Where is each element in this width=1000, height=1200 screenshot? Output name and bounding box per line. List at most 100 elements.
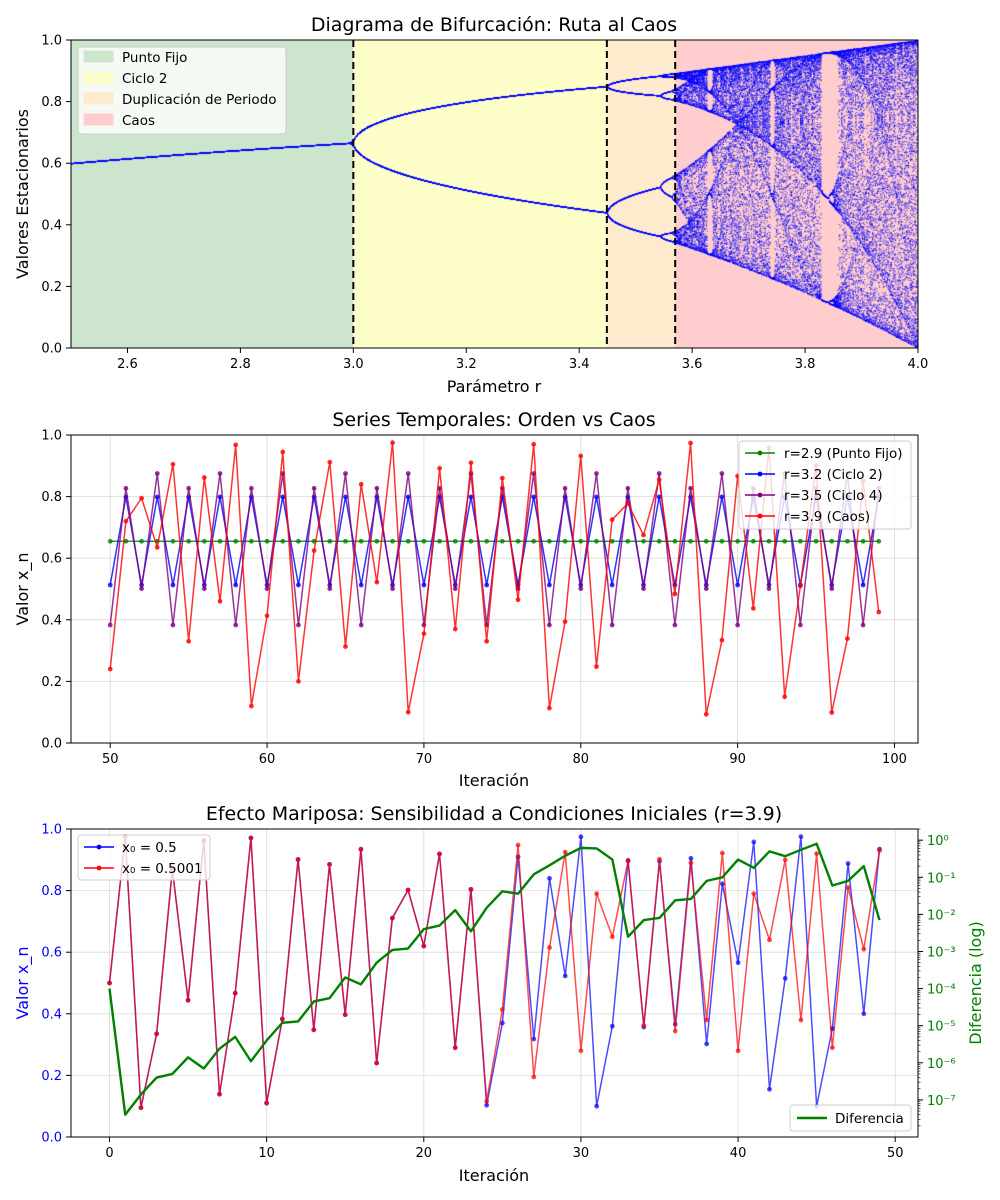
data-point xyxy=(594,471,599,476)
x-tick-label: 100 xyxy=(882,752,907,767)
data-point xyxy=(343,538,348,544)
data-point xyxy=(327,459,333,465)
data-point xyxy=(201,475,207,480)
legend-label: x₀ = 0.5 xyxy=(122,840,177,856)
data-point xyxy=(766,538,772,544)
data-point xyxy=(735,1048,741,1054)
data-point xyxy=(421,631,427,637)
data-point xyxy=(860,622,866,628)
data-point xyxy=(343,494,348,500)
legend: x₀ = 0.5 x₀ = 0.5001 xyxy=(77,834,211,881)
data-point xyxy=(546,705,552,711)
data-point xyxy=(641,1023,647,1028)
data-point xyxy=(232,990,238,996)
data-point xyxy=(829,586,835,592)
data-point xyxy=(233,538,239,544)
data-point xyxy=(123,538,129,544)
data-point xyxy=(562,973,568,979)
data-point xyxy=(248,538,254,544)
data-point xyxy=(797,538,803,544)
series-3.9 xyxy=(107,440,882,717)
data-point xyxy=(625,858,631,864)
data-point xyxy=(233,582,239,588)
data-point xyxy=(719,850,725,856)
data-point xyxy=(437,465,443,471)
legend-box xyxy=(77,46,287,135)
data-point xyxy=(531,1074,537,1080)
data-point xyxy=(358,846,364,852)
data-point xyxy=(594,891,600,897)
data-point xyxy=(876,538,882,544)
data-point xyxy=(201,586,207,592)
data-point xyxy=(515,597,521,603)
data-point xyxy=(311,1027,317,1033)
data-point xyxy=(327,538,333,544)
chart-title: Diagrama de Bifurcación: Ruta al Caos xyxy=(311,14,677,36)
x-tick-label: 3.2 xyxy=(456,357,477,372)
data-point xyxy=(625,485,631,491)
data-point xyxy=(641,538,646,544)
data-point xyxy=(860,538,866,544)
data-point xyxy=(688,855,694,861)
legend-label: Duplicación de Periodo xyxy=(122,92,277,108)
y-tick-label: 0.6 xyxy=(41,946,62,961)
data-point xyxy=(782,857,788,863)
data-point xyxy=(421,943,427,949)
data-point xyxy=(499,538,505,544)
legend-label: Caos xyxy=(122,113,155,129)
data-point xyxy=(405,538,411,544)
data-point xyxy=(813,538,819,544)
data-point xyxy=(814,851,820,857)
y2-axis-label: Diferencia (log) xyxy=(966,921,985,1044)
y2-tick-label: 10⁻³ xyxy=(927,945,956,960)
y-axis-label: Valor x_n xyxy=(13,946,33,1019)
data-point xyxy=(672,1028,678,1034)
data-point xyxy=(703,538,709,544)
data-point xyxy=(797,583,803,589)
data-point xyxy=(625,500,631,506)
data-point xyxy=(547,945,552,950)
legend-marker xyxy=(757,471,763,477)
data-point xyxy=(468,886,474,892)
data-point xyxy=(138,1105,144,1111)
data-point xyxy=(625,538,631,544)
data-point xyxy=(499,1007,505,1012)
data-point xyxy=(829,1045,835,1051)
x-axis-label: Iteración xyxy=(459,1166,529,1185)
data-point xyxy=(719,471,725,476)
y-tick-label: 1.0 xyxy=(41,429,62,444)
data-point xyxy=(452,626,458,632)
x-axis-label: Parámetro r xyxy=(447,377,542,396)
data-point xyxy=(484,638,490,644)
plot-frame xyxy=(70,39,919,349)
data-point xyxy=(641,532,646,538)
data-point xyxy=(562,538,568,544)
data-point xyxy=(186,485,192,491)
data-point xyxy=(107,666,113,672)
time-series-chart: Series Temporales: Orden vs Caos 50 60 70 8… xyxy=(13,409,919,790)
series-diferencia xyxy=(108,842,881,1116)
series xyxy=(107,834,882,1116)
data-point xyxy=(515,538,521,544)
data-point xyxy=(656,494,662,500)
axes: 2.6 2.8 3.0 3.2 3.4 3.6 3.8 4.0 0.0 0.2 0.4 0.6 0.8 1… xyxy=(41,34,928,373)
y-tick-label: 0.2 xyxy=(41,1069,62,1084)
y-tick-label: 0.6 xyxy=(41,157,62,172)
data-point xyxy=(750,606,756,611)
plot-frame xyxy=(70,434,919,744)
series-2.9 xyxy=(107,538,882,544)
data-point xyxy=(672,538,678,544)
bifurcation-chart: Diagrama de Bifurcación: Ruta al Caos 2.… xyxy=(13,14,928,396)
data-point xyxy=(484,582,490,588)
data-point xyxy=(154,545,160,550)
data-point xyxy=(688,538,693,544)
data-point xyxy=(562,485,568,491)
data-point xyxy=(217,598,223,604)
data-point xyxy=(782,694,788,700)
data-point xyxy=(154,1031,160,1037)
legend-marker xyxy=(757,513,763,519)
data-point xyxy=(437,851,442,857)
data-point xyxy=(578,538,584,544)
data-point xyxy=(264,538,270,544)
data-point xyxy=(327,862,332,867)
